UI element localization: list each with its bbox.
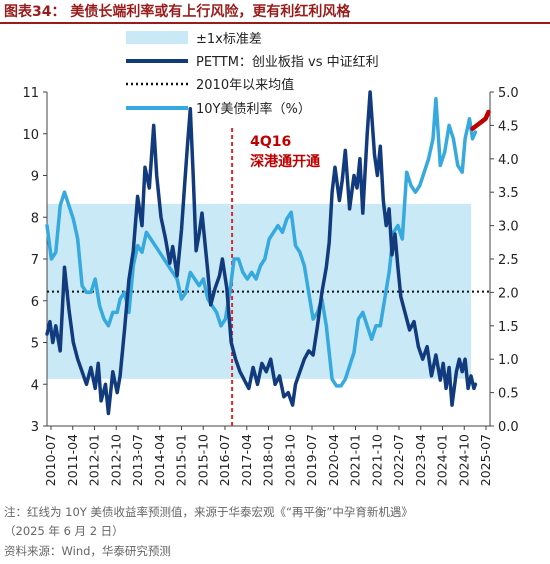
chart-title: 图表34： 美债长端利率或有上行风险，更有利红利风格: [4, 4, 351, 20]
pettm-line: [45, 90, 478, 416]
legend-label-mean: 2010年以来均值: [196, 77, 294, 93]
x-tick-label: 2015-10: [195, 434, 210, 486]
legend-label-us10y: 10Y美债利率（%）: [196, 101, 311, 117]
x-tick-label: 2022-07: [391, 434, 406, 486]
event-sublabel: 深港通开通: [250, 153, 320, 170]
x-tick-label: 2013-07: [130, 434, 145, 486]
left-tick-label: 11: [22, 86, 39, 101]
right-tick-label: 3.5: [498, 186, 519, 201]
left-tick-label: 10: [22, 128, 39, 143]
right-tick-label: 2.5: [498, 253, 519, 268]
legend-label-band: ±1x标准差: [196, 32, 262, 47]
x-tick-label: 2010-07: [43, 434, 58, 486]
legend-label-pettm: PETTM：创业板指 vs 中证红利: [196, 54, 379, 70]
x-tick-label: 2021-10: [369, 434, 384, 486]
x-tick-label: 2016-07: [217, 434, 232, 486]
event-label: 4Q16: [250, 134, 291, 150]
right-tick-label: 1.0: [498, 353, 519, 368]
x-tick-label: 2023-04: [413, 434, 428, 486]
left-tick-label: 7: [31, 253, 39, 268]
x-tick-label: 2025-07: [478, 434, 493, 486]
x-tick-label: 2015-01: [174, 434, 189, 486]
x-tick-label: 2012-01: [87, 434, 102, 486]
x-tick-label: 2024-10: [456, 434, 471, 486]
forecast-line: [470, 109, 491, 131]
right-tick-label: 5.0: [498, 86, 519, 101]
right-tick-label: 4.0: [498, 153, 519, 168]
left-tick-label: 6: [31, 295, 39, 310]
x-tick-label: 2018-01: [261, 434, 276, 486]
x-tick-label: 2011-04: [65, 434, 80, 486]
legend-swatch-band: [126, 31, 188, 44]
x-tick-label: 2024-01: [435, 434, 450, 486]
x-tick-label: 2020-04: [326, 434, 341, 486]
right-tick-label: 0.0: [498, 420, 519, 435]
note-line-2: （2025 年 6 月 2 日）: [4, 524, 124, 538]
source-note: 资料来源：Wind，华泰研究预测: [4, 544, 171, 558]
right-tick-label: 4.5: [498, 119, 519, 134]
right-tick-label: 3.0: [498, 220, 519, 235]
chart: 3 4 5 6 7 8 9 10 11 0.0 0.5 1.0 1.5 2.0 2.5 3.0 3.5 4.0 4.…: [22, 31, 519, 486]
right-tick-label: 1.5: [498, 320, 519, 335]
right-tick-label: 0.5: [498, 387, 519, 402]
us10y-line: [45, 96, 478, 388]
right-tick-label: 2.0: [498, 286, 519, 301]
x-tick-label: 2021-01: [348, 434, 363, 486]
x-tick-label: 2017-04: [239, 434, 254, 486]
left-tick-label: 4: [31, 378, 39, 393]
left-tick-label: 3: [31, 420, 39, 435]
left-tick-label: 5: [31, 337, 39, 352]
note-line-1: 注：红线为 10Y 美债收益率预测值，来源于华泰宏观《“再平衡”中孕育新机遇》: [4, 505, 413, 519]
x-tick-label: 2012-10: [108, 434, 123, 486]
x-tick-label: 2018-10: [282, 434, 297, 486]
left-tick-label: 9: [31, 170, 39, 185]
left-tick-label: 8: [31, 211, 39, 226]
x-tick-label: 2019-07: [304, 434, 319, 486]
x-tick-label: 2014-04: [152, 434, 167, 486]
title-bar: 图表34： 美债长端利率或有上行风险，更有利红利风格: [0, 0, 550, 24]
